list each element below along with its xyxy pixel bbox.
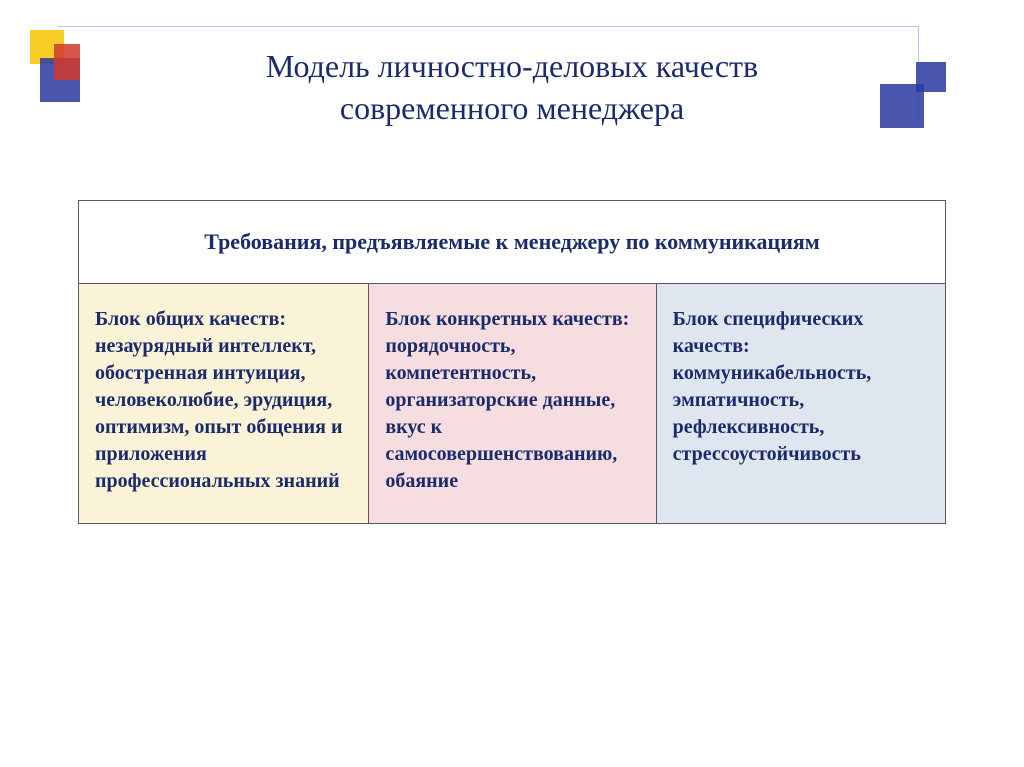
cell-title: Блок специфических качеств: bbox=[673, 308, 864, 357]
deco-line-top bbox=[58, 26, 918, 27]
table-cell-specific: Блок специфических качеств: коммуникабел… bbox=[656, 284, 945, 523]
table-body-row: Блок общих качеств: незаурядный интеллек… bbox=[79, 284, 945, 523]
table-cell-concrete: Блок конкретных качеств: порядочность, к… bbox=[368, 284, 655, 523]
cell-title: Блок общих качеств: bbox=[95, 308, 286, 330]
cell-body: коммуникабельность, эмпатичность, рефлек… bbox=[673, 362, 872, 465]
cell-body: порядочность, компетентность, организато… bbox=[385, 335, 617, 492]
cell-body: незаурядный интеллект, обостренная интуи… bbox=[95, 335, 343, 492]
table-header: Требования, предъявляемые к менеджеру по… bbox=[79, 201, 945, 284]
table-cell-general: Блок общих качеств: незаурядный интеллек… bbox=[79, 284, 368, 523]
slide-title: Модель личностно-деловых качеств совреме… bbox=[0, 46, 1024, 129]
cell-title: Блок конкретных качеств: bbox=[385, 308, 629, 330]
slide-title-line1: Модель личностно-деловых качеств bbox=[266, 48, 758, 84]
slide-title-line2: современного менеджера bbox=[340, 90, 684, 126]
qualities-table: Требования, предъявляемые к менеджеру по… bbox=[78, 200, 946, 524]
